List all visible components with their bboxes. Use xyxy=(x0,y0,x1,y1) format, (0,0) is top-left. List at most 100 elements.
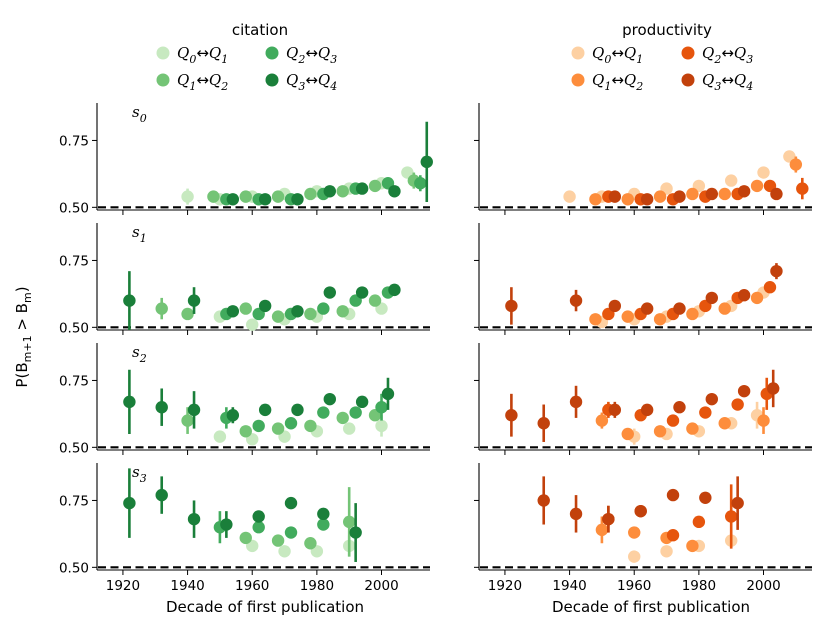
series-1 xyxy=(589,156,803,206)
legend-label: Q1↔Q2 xyxy=(177,71,228,93)
series-3 xyxy=(226,121,433,206)
data-point xyxy=(537,494,550,507)
series-2 xyxy=(213,511,330,544)
legend-subscript: 3 xyxy=(330,53,337,66)
y-title-subscript: m+1 xyxy=(21,335,34,362)
legend-symbol: Q xyxy=(702,44,714,62)
legend-label: Q2↔Q3 xyxy=(286,44,337,66)
data-point xyxy=(258,193,272,206)
data-point xyxy=(589,313,602,326)
data-point xyxy=(763,281,777,294)
legend-symbol: Q xyxy=(624,71,636,89)
legend-arrow: ↔ xyxy=(721,71,734,89)
legend-marker xyxy=(265,46,279,60)
data-point xyxy=(271,422,285,435)
panel-0-0: 0.50 0.75 s0 xyxy=(59,103,433,216)
data-point xyxy=(368,179,382,193)
y-tick-label: 0.75 xyxy=(59,493,89,509)
legend-symbol: Q xyxy=(734,44,746,62)
data-point xyxy=(718,302,731,315)
x-tick-label: 1960 xyxy=(617,578,651,594)
legend-subscript: 4 xyxy=(745,80,753,93)
axis-labels: Decade of first publication Decade of fir… xyxy=(13,286,750,616)
data-point xyxy=(304,537,317,550)
data-point xyxy=(187,294,201,307)
legend-label: Q0↔Q1 xyxy=(177,44,228,66)
data-point xyxy=(355,286,369,299)
data-point xyxy=(155,302,168,315)
data-point xyxy=(187,403,201,417)
legend-label: Q3↔Q4 xyxy=(286,71,337,93)
panel-2-1 xyxy=(474,343,812,455)
series-3 xyxy=(505,369,780,442)
data-point xyxy=(757,414,770,427)
series-3 xyxy=(123,271,401,330)
series-1 xyxy=(595,407,770,441)
data-point xyxy=(388,185,401,198)
data-point xyxy=(291,193,304,206)
data-point xyxy=(349,526,362,539)
data-point xyxy=(381,387,395,401)
data-point xyxy=(731,496,744,510)
legend-item: Q1↔Q2 xyxy=(156,71,228,93)
data-point xyxy=(323,392,336,406)
legend-subscript: 2 xyxy=(220,80,228,93)
data-point xyxy=(673,190,686,203)
legend-item: Q0↔Q1 xyxy=(156,44,228,66)
legend-subscript: 2 xyxy=(297,53,305,66)
data-point xyxy=(589,193,602,206)
data-point xyxy=(595,523,609,537)
legend-subscript: 3 xyxy=(714,80,721,93)
legend-arrow: ↔ xyxy=(196,71,209,89)
legend-item: Q2↔Q3 xyxy=(265,44,337,66)
y-title-part: ) xyxy=(13,286,31,292)
legend-subscript: 1 xyxy=(189,80,196,93)
legend-item: Q0↔Q1 xyxy=(571,44,643,66)
panel-3-1: 1920 1940 1960 1980 2000 xyxy=(474,463,812,594)
legend-item: Q3↔Q4 xyxy=(265,71,337,93)
legend-symbol: Q xyxy=(592,44,604,62)
x-tick-label: 1980 xyxy=(682,578,716,594)
legend-symbol: Q xyxy=(177,44,189,62)
data-point xyxy=(239,190,252,203)
data-point xyxy=(207,190,220,203)
data-point xyxy=(796,182,809,195)
panel-label-subscript: 3 xyxy=(140,472,147,485)
data-point xyxy=(505,409,518,422)
data-point xyxy=(355,395,369,409)
legend-title: citation xyxy=(232,21,288,39)
data-point xyxy=(155,401,168,414)
panel-label: s1 xyxy=(132,223,147,245)
data-point xyxy=(705,392,718,406)
panel-label: s2 xyxy=(132,343,147,365)
data-point xyxy=(284,496,298,510)
series-1 xyxy=(589,291,764,326)
x-tick-label: 1940 xyxy=(552,578,586,594)
data-point xyxy=(323,185,336,198)
data-point xyxy=(226,193,240,206)
data-point xyxy=(317,507,330,521)
legend-marker xyxy=(571,46,585,60)
y-title-subscript: m xyxy=(21,292,34,303)
data-point xyxy=(718,417,731,430)
legend-symbol: Q xyxy=(318,44,330,62)
data-point xyxy=(653,313,667,326)
data-point xyxy=(187,512,201,526)
y-tick-label: 0.50 xyxy=(59,200,89,216)
data-point xyxy=(291,403,304,417)
data-point xyxy=(355,182,369,195)
legend-subscript: 1 xyxy=(221,53,228,66)
data-point xyxy=(770,187,783,201)
data-point xyxy=(569,294,583,307)
data-point xyxy=(291,305,304,318)
data-point xyxy=(608,403,622,417)
panel-0-1 xyxy=(474,103,812,215)
series-1 xyxy=(181,407,382,438)
data-point xyxy=(342,422,356,435)
data-point xyxy=(628,550,641,563)
data-point xyxy=(640,193,654,206)
series-2 xyxy=(602,377,773,427)
x-tick-label: 1980 xyxy=(300,578,334,594)
